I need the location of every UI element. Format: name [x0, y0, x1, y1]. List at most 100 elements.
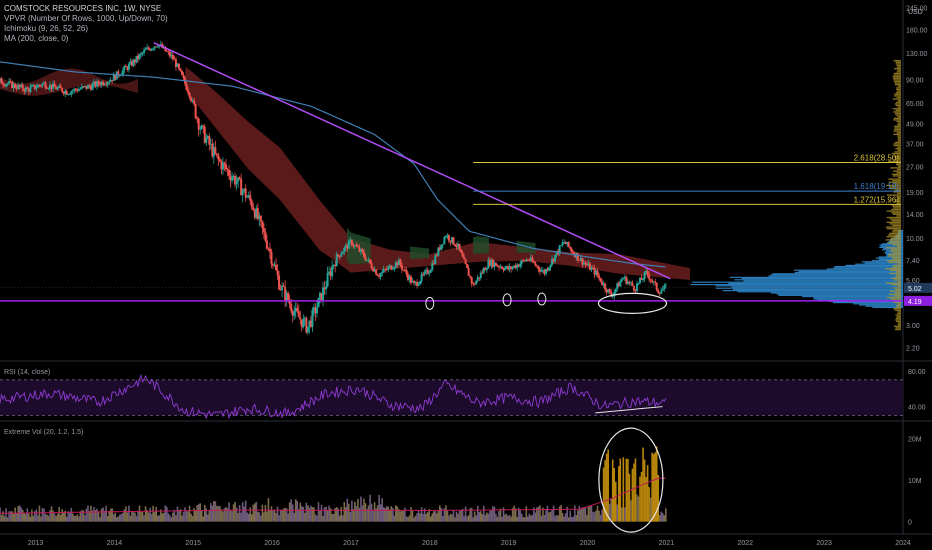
volume-bar: [360, 496, 362, 522]
candle-body: [2, 83, 5, 85]
candle-body: [322, 287, 325, 302]
volume-bar: [633, 463, 635, 522]
vpvr-row-overlay: [889, 269, 901, 271]
vpvr-row-overlay: [894, 112, 901, 115]
candle-body: [11, 81, 14, 89]
vpvr-row-overlay: [895, 104, 901, 107]
volume-bar: [257, 511, 259, 522]
vpvr-row-overlay: [889, 250, 901, 252]
candle-body: [223, 162, 226, 165]
volume-bar: [654, 452, 656, 522]
candle-body: [44, 82, 47, 89]
volume-bar: [29, 516, 32, 522]
indicator-ma-label[interactable]: MA (200, close, 0): [4, 34, 69, 43]
vpvr-row-overlay: [897, 149, 901, 151]
volume-bar: [75, 515, 77, 522]
volume-bar: [542, 507, 544, 522]
candle-body: [393, 267, 396, 269]
vpvr-row-overlay: [895, 141, 901, 143]
volume-bar: [109, 508, 112, 522]
volume-bar: [244, 500, 247, 522]
candle-body: [528, 260, 531, 261]
vpvr-row-overlay: [891, 212, 901, 214]
volume-bar: [34, 511, 36, 522]
volume-average-line: [0, 477, 666, 514]
volume-bar: [156, 515, 159, 522]
volume-bar: [469, 508, 471, 522]
candle-body: [179, 68, 182, 71]
volume-bar: [504, 514, 506, 522]
candle-body: [325, 286, 328, 290]
volume-bar: [557, 515, 559, 522]
volume-bar: [472, 517, 474, 522]
candle-body: [385, 269, 388, 271]
indicator-ichimoku-label[interactable]: Ichimoku (9, 26, 52, 26): [4, 24, 89, 33]
candle-body: [508, 266, 511, 270]
volume-bar: [49, 510, 51, 522]
vpvr-row-overlay: [894, 151, 901, 153]
indicator-vpvr-label[interactable]: VPVR (Number Of Rows, 1000, Up/Down, 70): [4, 14, 168, 23]
volume-bar: [622, 457, 625, 522]
candle-body: [635, 283, 638, 291]
volume-bar: [425, 513, 427, 522]
volume-bar: [348, 503, 350, 522]
candle-body: [356, 246, 359, 248]
volume-bar: [545, 510, 547, 522]
candle-body: [144, 49, 147, 51]
volume-bar: [370, 503, 373, 522]
candle-body: [520, 260, 523, 264]
time-axis-label: 2024: [895, 540, 911, 547]
candle-body: [511, 267, 514, 269]
candle-body: [39, 85, 42, 87]
volume-bar: [539, 505, 541, 522]
vpvr-row: [776, 293, 903, 295]
volume-bar: [296, 500, 299, 522]
vpvr-row-overlay: [893, 143, 901, 145]
candle-body: [388, 265, 391, 268]
vpvr-row-overlay: [891, 256, 901, 259]
candle-body: [525, 259, 528, 262]
vpvr-row-overlay: [892, 76, 901, 78]
candle-body: [332, 264, 335, 267]
candle-body: [632, 286, 635, 291]
volume-bar: [390, 506, 393, 522]
volume-bar: [627, 458, 629, 522]
candle-body: [212, 147, 215, 157]
volume-bar: [247, 513, 250, 522]
vpvr-row-overlay: [889, 223, 901, 225]
volume-bar: [546, 505, 549, 522]
candle-body: [507, 266, 510, 270]
vpvr-row-overlay: [891, 220, 901, 222]
candle-body: [103, 84, 106, 86]
volume-bar: [387, 506, 390, 522]
volume-bar: [240, 512, 242, 522]
candle-body: [634, 290, 637, 292]
vpvr-row-overlay: [897, 69, 901, 71]
volume-bar: [70, 507, 73, 522]
volume-bar: [8, 511, 10, 522]
vpvr-row-overlay: [897, 85, 901, 87]
candle-body: [413, 281, 416, 284]
vpvr-row-overlay: [893, 133, 901, 135]
volume-bar: [297, 509, 300, 522]
vpvr-row: [737, 291, 903, 293]
candle-body: [604, 283, 607, 290]
candle-body: [240, 179, 243, 196]
candle-body: [531, 257, 534, 262]
volume-bar: [329, 508, 332, 522]
vpvr-row-overlay: [895, 306, 901, 308]
candle-body: [299, 317, 302, 320]
volume-bar: [434, 510, 437, 522]
candle-body: [499, 266, 502, 268]
candle-body: [522, 260, 525, 262]
volume-bar: [373, 502, 376, 522]
candle-body: [237, 177, 240, 182]
candle-body: [38, 84, 41, 86]
vpvr-row-overlay: [896, 90, 901, 92]
candle-body: [290, 303, 293, 312]
candle-body: [616, 283, 619, 289]
vpvr-row-overlay: [892, 244, 901, 246]
volume-bar: [481, 513, 484, 522]
candle-body: [429, 270, 432, 273]
